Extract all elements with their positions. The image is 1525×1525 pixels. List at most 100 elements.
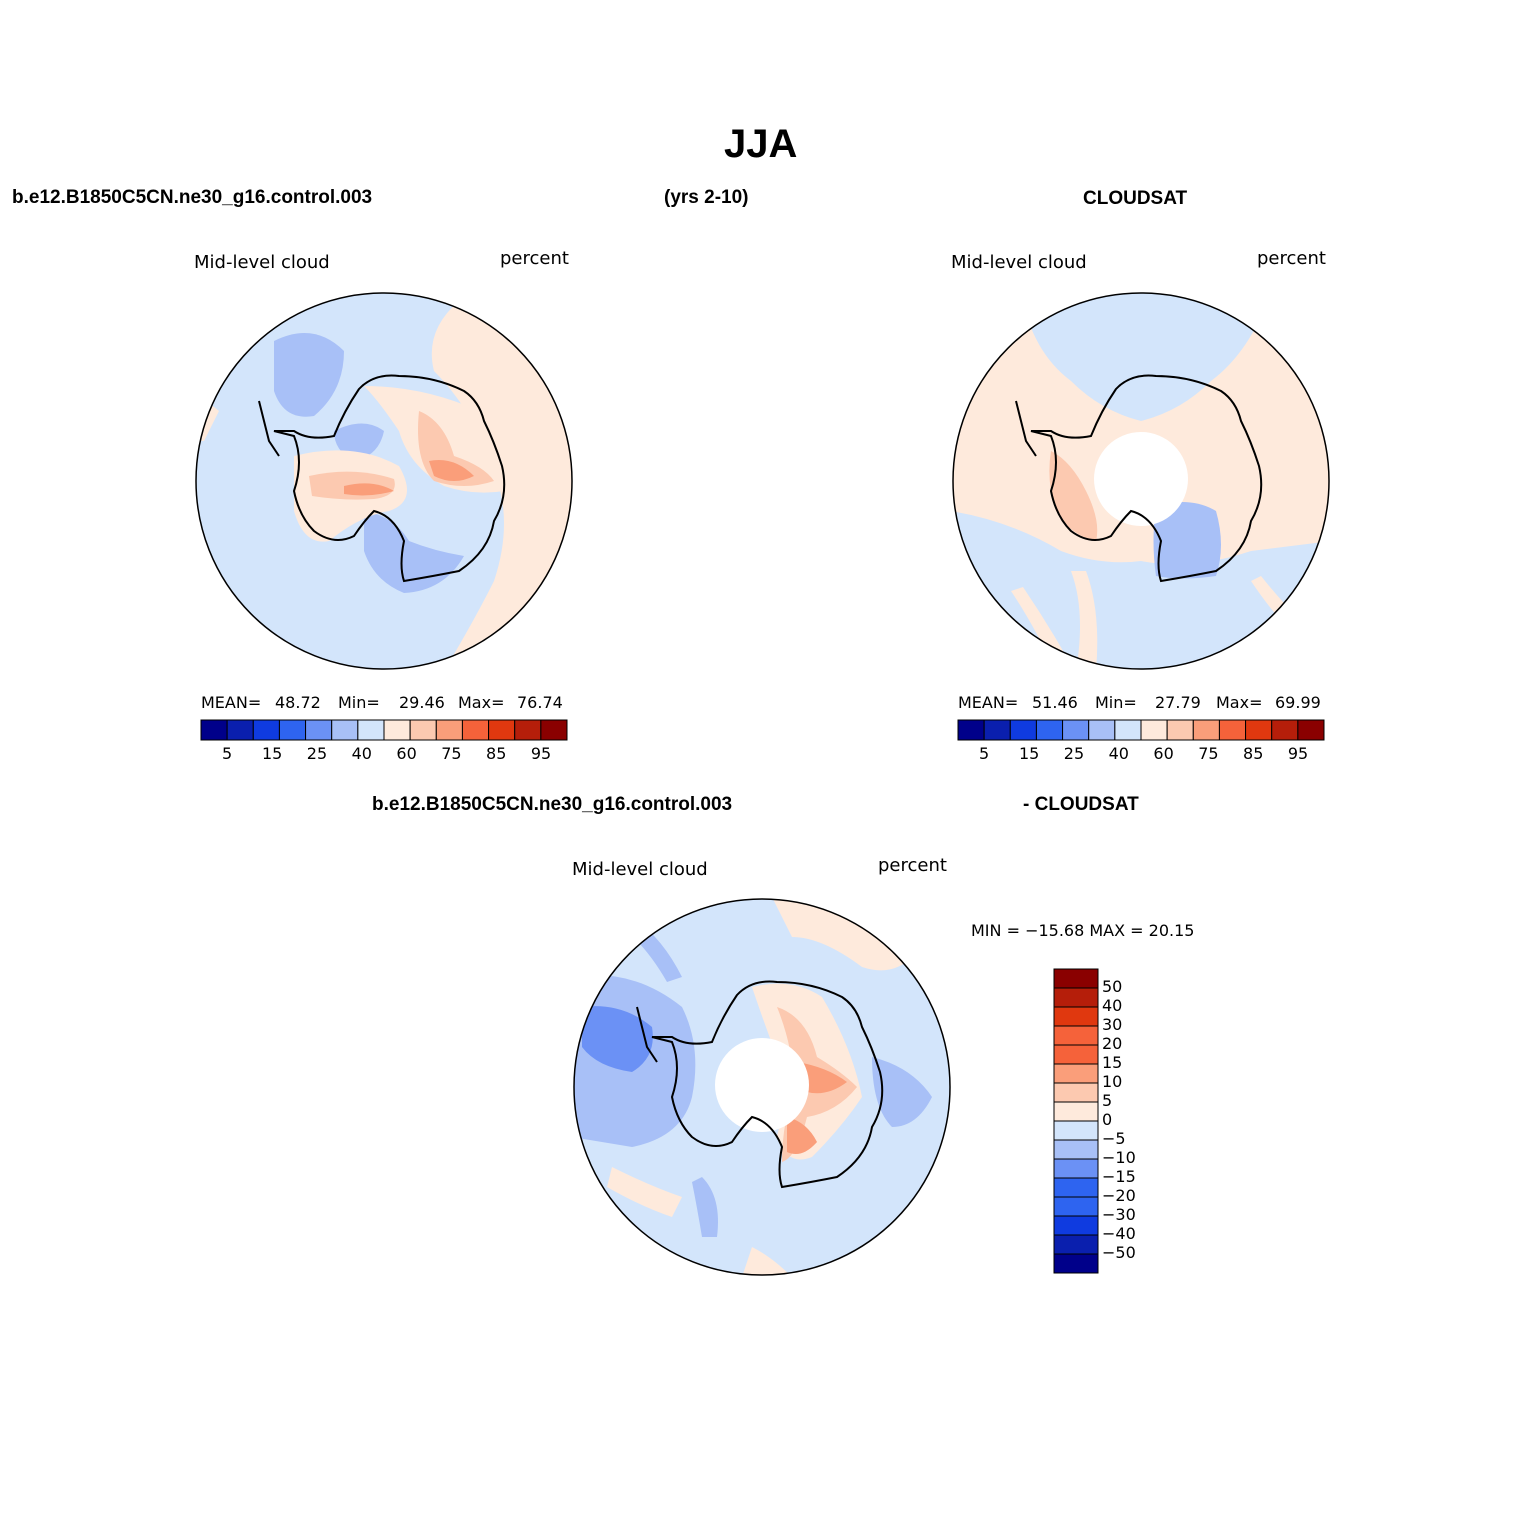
colorbar-tick-label: 15 (261, 744, 283, 763)
colorbar-swatch (514, 719, 542, 741)
obs-warm-streak (1011, 587, 1066, 661)
diff-missing-data-hole (715, 1038, 809, 1132)
model-case-header: b.e12.B1850C5CN.ne30_g16.control.003 (12, 187, 373, 208)
diff-polar-map (573, 898, 951, 1276)
colorbar-swatch (305, 719, 333, 741)
obs-warm-streak (1071, 571, 1098, 669)
model-colorbar (200, 719, 568, 741)
diff-hot-spot (787, 1117, 817, 1155)
model-units-label: percent (500, 248, 569, 269)
colorbar-tick-label: 40 (351, 744, 372, 763)
obs-header: CLOUDSAT (1083, 188, 1188, 209)
diff-colorbar-tick-label: −20 (1102, 1186, 1136, 1205)
colorbar-swatch (983, 719, 1011, 741)
colorbar-tick-label: 40 (1108, 744, 1129, 763)
diff-colorbar-tick-label: −30 (1102, 1205, 1136, 1224)
obs-missing-data-hole (1094, 432, 1188, 526)
diff-colorbar-tick-label: −40 (1102, 1224, 1136, 1243)
colorbar-tick-label: 75 (1198, 744, 1219, 763)
colorbar-swatch (1166, 719, 1194, 741)
diff-colorbar-swatch (1053, 1006, 1099, 1027)
model-max-label: Max= (458, 693, 505, 712)
diff-colorbar-swatch (1053, 1025, 1099, 1046)
colorbar-swatch (957, 719, 985, 741)
diff-colorbar-swatch (1053, 1139, 1099, 1160)
model-mean-label: MEAN= (201, 693, 262, 712)
diff-colorbar-swatch (1053, 1253, 1099, 1274)
colorbar-swatch (409, 719, 437, 741)
obs-mean-value: 51.46 (1032, 693, 1078, 712)
obs-max-value: 69.99 (1275, 693, 1321, 712)
diff-colorbar-swatch (1053, 1063, 1099, 1084)
colorbar-tick-label: 75 (441, 744, 462, 763)
colorbar-swatch (226, 719, 254, 741)
years-header: (yrs 2-10) (664, 187, 749, 208)
model-map-border (195, 292, 573, 670)
diff-colorbar-swatch (1053, 1196, 1099, 1217)
colorbar-swatch (1218, 719, 1247, 741)
model-polar-map (195, 292, 573, 670)
diff-colorbar-swatch (1053, 1158, 1099, 1179)
obs-mean-label: MEAN= (958, 693, 1019, 712)
diff-colorbar-tick-label: 5 (1102, 1091, 1113, 1110)
model-max-value: 76.74 (517, 693, 563, 712)
diff-warm-region (742, 1247, 792, 1275)
diff-colorbar-tick-label: −15 (1102, 1167, 1136, 1186)
model-cool-region (274, 333, 344, 417)
diff-colorbar-tick-label: 10 (1102, 1072, 1123, 1091)
diff-colorbar-tick-labels: 50 40 30 20 15 10 5 0 −5 −10 −15 −20 −30 −40 −50 (1102, 969, 1162, 1273)
diff-model-header: b.e12.B1850C5CN.ne30_g16.control.003 (372, 794, 733, 815)
model-peninsula-outline (258, 400, 280, 457)
colorbar-swatch (331, 719, 359, 741)
diff-colorbar-tick-label: 40 (1102, 996, 1123, 1015)
obs-variable-label: Mid-level cloud (951, 252, 1087, 273)
diff-warm-region (607, 1167, 682, 1217)
diff-colorbar-tick-label: −5 (1102, 1129, 1126, 1148)
model-antarctica-outline (273, 374, 506, 583)
obs-min-value: 27.79 (1155, 693, 1201, 712)
diff-cool-region (692, 1177, 718, 1237)
diff-colorbar-tick-label: 30 (1102, 1015, 1123, 1034)
diff-colorbar-tick-label: −50 (1102, 1243, 1136, 1262)
obs-cool-region (1153, 502, 1221, 579)
diff-colorbar (1053, 968, 1099, 1274)
diff-colorbar-tick-label: 15 (1102, 1053, 1123, 1072)
diff-colorbar-swatch (1053, 1234, 1099, 1255)
obs-colorbar (957, 719, 1325, 741)
obs-min-label: Min= (1095, 693, 1137, 712)
colorbar-swatch (1245, 719, 1273, 741)
colorbar-tick-label: 85 (1243, 744, 1264, 763)
diff-map-border (573, 898, 951, 1276)
diff-colorbar-tick-label: 50 (1102, 977, 1123, 996)
colorbar-swatch (1140, 719, 1168, 741)
model-colorbar-tick-labels: 5 15 25 40 60 75 85 95 (201, 746, 567, 766)
diff-hot-spot (797, 1062, 847, 1094)
obs-map-border (952, 292, 1330, 670)
diff-cool-region (872, 1057, 932, 1127)
diff-min-max-text: MIN = −15.68 MAX = 20.15 (971, 921, 1195, 940)
model-mean-value: 48.72 (275, 693, 321, 712)
obs-peninsula-outline (1015, 400, 1037, 457)
diff-colorbar-tick-label: 20 (1102, 1034, 1123, 1053)
colorbar-swatch (1271, 719, 1299, 741)
colorbar-swatch (1088, 719, 1116, 741)
colorbar-tick-label: 60 (396, 744, 417, 763)
colorbar-swatch (357, 719, 385, 741)
diff-variable-label: Mid-level cloud (572, 859, 708, 880)
colorbar-swatch (1114, 719, 1142, 741)
diff-colorbar-swatch (1053, 1177, 1099, 1198)
model-min-value: 29.46 (399, 693, 445, 712)
diff-antarctica-outline (651, 980, 884, 1189)
colorbar-tick-label: 95 (530, 744, 552, 763)
diff-colorbar-tick-label: 0 (1102, 1110, 1113, 1129)
colorbar-tick-label: 95 (1287, 744, 1309, 763)
colorbar-swatch (383, 719, 411, 741)
colorbar-swatch (1192, 719, 1220, 741)
obs-colorbar-tick-labels: 5 15 25 40 60 75 85 95 (958, 746, 1324, 766)
obs-cool-region (1021, 293, 1271, 421)
obs-polar-map (952, 292, 1330, 670)
colorbar-tick-label: 15 (1018, 744, 1040, 763)
colorbar-swatch (200, 719, 228, 741)
colorbar-swatch (435, 719, 463, 741)
colorbar-tick-label: 85 (486, 744, 507, 763)
